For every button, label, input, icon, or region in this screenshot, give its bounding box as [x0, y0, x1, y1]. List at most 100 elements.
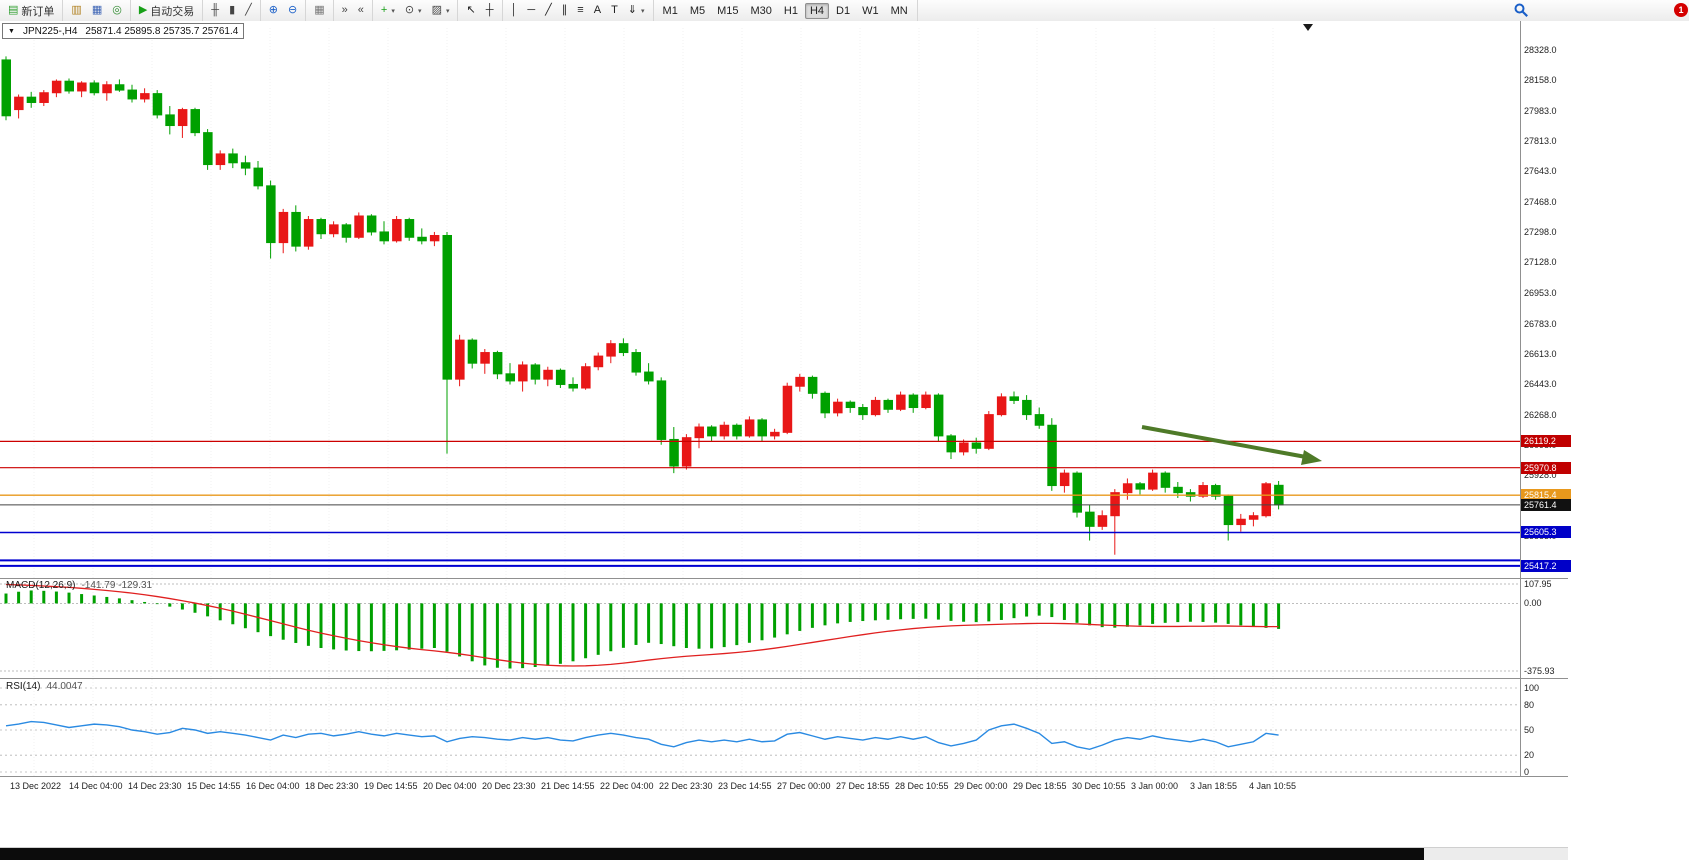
- candle-body: [102, 84, 112, 94]
- timeframe-mn-label: MN: [890, 4, 908, 17]
- candle-body: [480, 352, 490, 364]
- macd-panel-separator[interactable]: [0, 578, 1568, 579]
- toolbar-group-timeframes: M1 M5 M15 M30 H1 H4 D1 W1 MN: [654, 0, 918, 21]
- rsi-label: RSI(14) 44.0047: [6, 681, 83, 692]
- toolbar-group-insert: + ▾ ⊙ ▾ ▨ ▾: [373, 0, 459, 21]
- candle-body: [795, 376, 805, 387]
- timeframe-m15[interactable]: M15: [712, 3, 743, 19]
- trendline-button[interactable]: ╱: [541, 3, 556, 18]
- time-axis-label: 30 Dec 10:55: [1072, 781, 1126, 791]
- timeframe-h1[interactable]: H1: [779, 3, 803, 19]
- candle-body: [694, 426, 704, 439]
- label-button[interactable]: T: [607, 3, 622, 18]
- channel-button[interactable]: ∥: [558, 3, 572, 18]
- candle-body: [379, 231, 389, 242]
- market-watch-button-icon: ▥: [71, 4, 82, 16]
- toolbar-group-cursor: ↖ ┼: [458, 0, 503, 21]
- timeframe-m5[interactable]: M5: [685, 3, 710, 19]
- scrollbar-thumb[interactable]: [0, 848, 1424, 860]
- data-window-button[interactable]: ▦: [88, 3, 106, 18]
- candle-body: [467, 339, 478, 364]
- trend-arrow[interactable]: [1141, 425, 1307, 459]
- candle-body: [1085, 511, 1095, 527]
- candle-body: [543, 369, 553, 380]
- time-axis-label: 18 Dec 23:30: [305, 781, 359, 791]
- candle-body: [392, 219, 402, 242]
- auto-scroll-button-icon: »: [341, 4, 348, 16]
- candle-body: [1223, 495, 1234, 526]
- candle-body: [732, 424, 742, 437]
- timeframe-m30[interactable]: M30: [746, 3, 777, 19]
- line-chart-button[interactable]: ╱: [241, 3, 256, 18]
- scroll-to-end-marker[interactable]: [1303, 24, 1313, 31]
- cursor-button[interactable]: ↖: [462, 3, 479, 18]
- candle-body: [1236, 518, 1246, 526]
- rsi-panel-separator[interactable]: [0, 678, 1568, 679]
- candlestick-chart-button[interactable]: ▮: [225, 3, 239, 18]
- navigator-button[interactable]: ◎: [108, 3, 126, 18]
- periods-button[interactable]: ⊙ ▾: [401, 3, 426, 18]
- timeframe-w1[interactable]: W1: [857, 3, 884, 19]
- axis-label: 0: [1524, 767, 1530, 777]
- zoom-in-button[interactable]: ⊕: [265, 3, 282, 18]
- candle-body: [1034, 414, 1045, 426]
- horizontal-line-button[interactable]: ─: [523, 3, 539, 18]
- timeframe-mn[interactable]: MN: [886, 3, 913, 19]
- axis-label: 107.95: [1524, 579, 1552, 589]
- indicators-button[interactable]: + ▾: [377, 3, 399, 18]
- candle-body: [1148, 472, 1158, 490]
- time-axis-separator: [0, 776, 1568, 777]
- candle-body: [1248, 515, 1259, 520]
- crosshair-button[interactable]: ┼: [482, 3, 498, 18]
- candle-body: [530, 364, 541, 380]
- timeframe-h4[interactable]: H4: [804, 2, 830, 19]
- candle-body: [505, 373, 515, 382]
- candle-body: [820, 392, 830, 414]
- candle-body: [933, 394, 944, 437]
- chart-shift-button-icon: «: [357, 4, 364, 16]
- fibonacci-button[interactable]: ≡: [573, 3, 587, 18]
- candle-body: [366, 215, 377, 233]
- timeframe-d1[interactable]: D1: [831, 3, 855, 19]
- text-button[interactable]: A: [590, 3, 605, 18]
- candle-body: [1173, 486, 1183, 494]
- time-axis-label: 16 Dec 04:00: [246, 781, 300, 791]
- price-axis-separator: [1520, 21, 1521, 776]
- candle-body: [555, 369, 566, 385]
- bar-chart-button[interactable]: ╫: [207, 3, 223, 18]
- chart-shift-button[interactable]: «: [354, 3, 368, 18]
- notification-badge[interactable]: 1: [1674, 3, 1688, 17]
- chevron-down-icon: ▼: [8, 27, 15, 35]
- auto-scroll-button[interactable]: »: [338, 3, 352, 18]
- candle-body: [228, 153, 238, 164]
- candle-body: [870, 399, 881, 416]
- search-icon[interactable]: [1514, 3, 1529, 18]
- candle-body: [26, 96, 37, 103]
- candle-body: [303, 219, 314, 247]
- autotrading-button[interactable]: ▶ 自动交易: [135, 1, 198, 21]
- candle-body: [1059, 472, 1070, 487]
- symbol-info-bar[interactable]: ▼ JPN225-,H4 25871.4 25895.8 25735.7 257…: [2, 23, 245, 39]
- navigator-button-icon: ◎: [112, 4, 122, 16]
- candle-body: [518, 364, 528, 382]
- tile-windows-button[interactable]: ▦: [310, 3, 328, 18]
- zoom-out-button[interactable]: ⊖: [284, 3, 301, 18]
- line-chart-button-icon: ╱: [245, 4, 252, 16]
- caret-down-icon: ▾: [391, 7, 395, 15]
- new-order-button[interactable]: ▤ 新订单: [4, 1, 58, 21]
- time-axis-label: 23 Dec 14:55: [718, 781, 772, 791]
- templates-button[interactable]: ▨ ▾: [428, 3, 454, 18]
- vertical-line-button[interactable]: │: [507, 3, 522, 18]
- time-axis-label: 14 Dec 23:30: [128, 781, 182, 791]
- candle-body: [278, 211, 289, 244]
- rsi-title-text: RSI(14): [6, 681, 41, 692]
- candle-body: [1047, 424, 1057, 487]
- timeframe-h1-label: H1: [783, 4, 798, 17]
- axis-label: 26953.0: [1524, 288, 1557, 299]
- market-watch-button[interactable]: ▥: [67, 3, 85, 18]
- arrows-button[interactable]: ⇓ ▾: [624, 3, 649, 18]
- timeframe-m1[interactable]: M1: [658, 3, 683, 19]
- candle-body: [807, 376, 818, 394]
